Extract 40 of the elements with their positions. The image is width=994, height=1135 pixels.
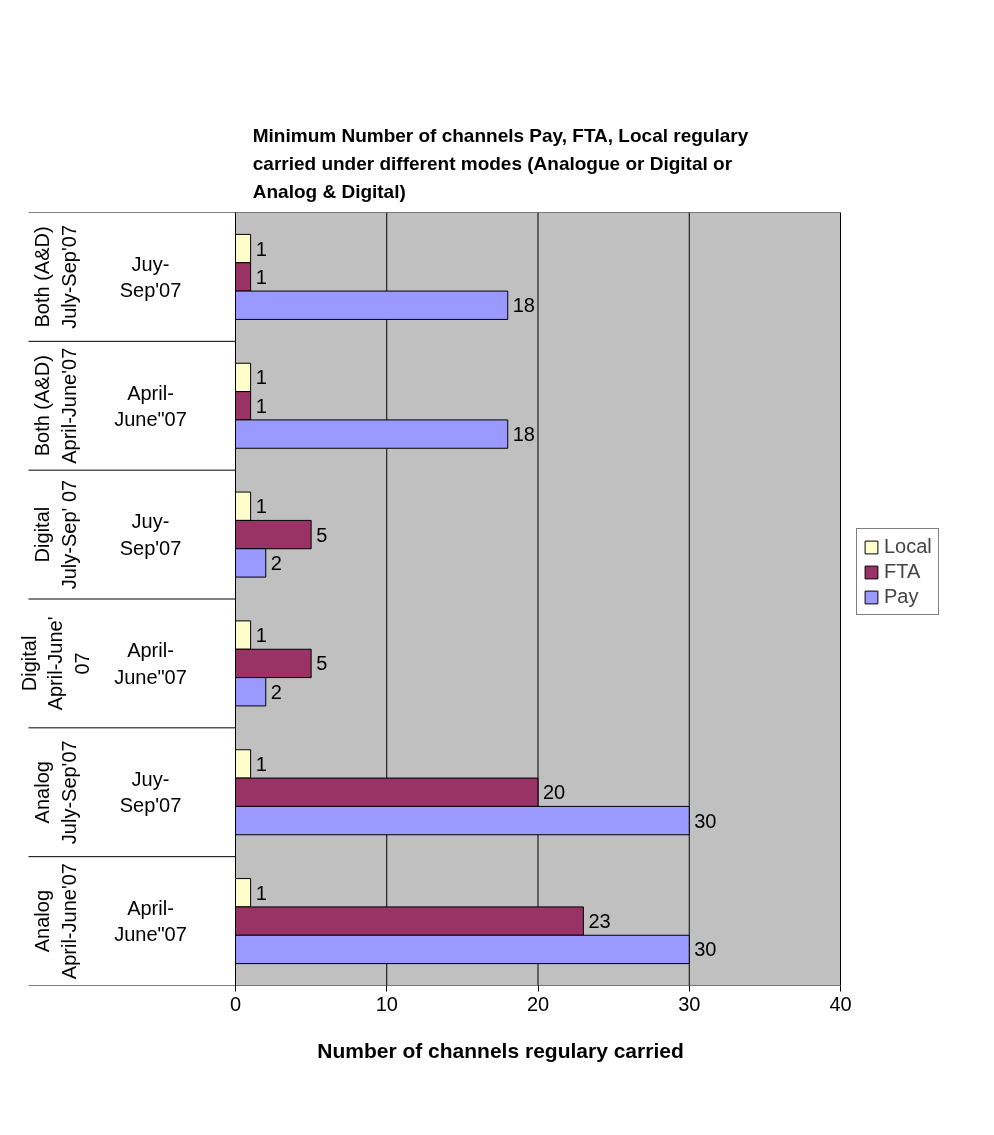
text: April-June"07 — [114, 381, 187, 430]
data-label: 23 — [588, 910, 611, 933]
y-tick-label: Digital April-June' 07 — [18, 616, 93, 711]
text: April-June"07 — [114, 639, 187, 688]
data-label: 20 — [543, 781, 566, 804]
x-tick-label: 30 — [678, 992, 701, 1015]
legend-label: Local — [884, 535, 932, 558]
data-label: 1 — [255, 394, 267, 417]
y-tick-label: Digital July-Sep' 07 — [31, 479, 80, 590]
data-label: 5 — [316, 523, 328, 546]
x-tick-label: 20 — [526, 992, 550, 1015]
data-label: 1 — [255, 881, 267, 904]
data-label: 1 — [255, 624, 267, 647]
y-tick-label: Both (A&D) July-Sep'07 — [31, 224, 80, 329]
x-tick-label: 10 — [375, 992, 398, 1015]
data-label: 18 — [512, 423, 535, 446]
text: Juy-Sep'07 — [119, 510, 182, 559]
text: April-June"07 — [114, 896, 187, 946]
y-tick-label: Analog April-June'07 — [31, 863, 80, 980]
x-tick-label: 40 — [829, 992, 852, 1015]
x-tick-label: 0 — [229, 992, 242, 1015]
data-label: 1 — [255, 366, 267, 389]
data-label: 1 — [255, 752, 267, 775]
y-tick-label: Both (A&D) April-June'07 — [31, 347, 80, 464]
data-label: 1 — [255, 237, 267, 260]
text: Juy-Sep'07 — [119, 252, 182, 302]
data-label: 2 — [270, 551, 282, 574]
data-label: 30 — [694, 809, 717, 832]
chart-title: Minimum Number of channels Pay, FTA, Local regulary carried under different modes (Analogue or Digital or Analog & Digital) — [252, 124, 749, 203]
data-label: 1 — [255, 265, 267, 288]
y-tick-label: Analog July-Sep'07 — [31, 740, 80, 845]
data-label: 5 — [316, 652, 328, 675]
data-label: 30 — [694, 938, 717, 961]
text: Juy-Sep'07 — [119, 768, 182, 817]
legend-label: Pay — [884, 585, 919, 608]
data-label: 18 — [512, 294, 535, 317]
x-axis-title: Number of channels regulary carried — [317, 1038, 684, 1062]
data-label: 1 — [255, 495, 267, 518]
legend-label: FTA — [884, 560, 921, 583]
data-label: 2 — [270, 680, 282, 703]
